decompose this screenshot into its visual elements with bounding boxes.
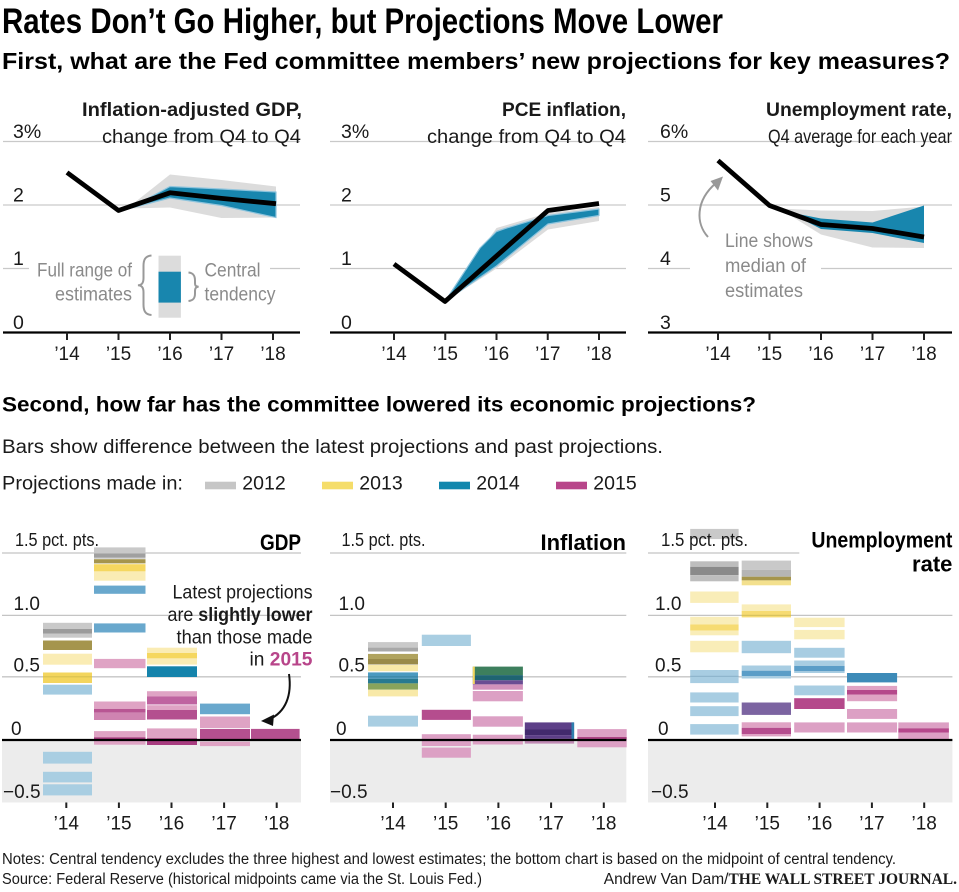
svg-text:’16: ’16 xyxy=(484,344,509,365)
svg-text:in 2015: in 2015 xyxy=(250,649,313,671)
svg-text:’15: ’15 xyxy=(433,344,458,365)
svg-text:−0.5: −0.5 xyxy=(3,782,41,803)
svg-text:’14: ’14 xyxy=(702,814,728,835)
svg-text:0: 0 xyxy=(11,719,22,740)
svg-text:Unemployment: Unemployment xyxy=(811,528,953,553)
svg-text:’18: ’18 xyxy=(586,344,611,365)
svg-text:median of: median of xyxy=(725,255,807,277)
svg-text:Central: Central xyxy=(205,260,261,282)
svg-text:0.5: 0.5 xyxy=(339,656,365,677)
svg-text:Latest projections: Latest projections xyxy=(173,582,313,604)
svg-text:’15: ’15 xyxy=(433,814,458,835)
svg-text:’17: ’17 xyxy=(859,814,884,835)
svg-text:1.5 pct. pts.: 1.5 pct. pts. xyxy=(661,529,748,550)
svg-text:2: 2 xyxy=(341,185,352,207)
svg-text:Andrew Van Dam/THE WALL STREET: Andrew Van Dam/THE WALL STREET JOURNAL. xyxy=(604,871,957,888)
svg-text:’18: ’18 xyxy=(264,814,289,835)
svg-text:3%: 3% xyxy=(13,121,41,143)
svg-text:1.5 pct. pts.: 1.5 pct. pts. xyxy=(15,529,99,550)
svg-text:GDP: GDP xyxy=(260,530,301,555)
svg-text:’15: ’15 xyxy=(755,814,780,835)
svg-text:’15: ’15 xyxy=(757,344,782,365)
svg-text:Bars show difference between t: Bars show difference between the latest … xyxy=(2,437,663,458)
svg-text:’17: ’17 xyxy=(538,814,563,835)
svg-text:−0.5: −0.5 xyxy=(651,782,689,803)
svg-text:6%: 6% xyxy=(660,121,688,143)
svg-text:1.5 pct. pts.: 1.5 pct. pts. xyxy=(342,529,426,550)
svg-text:Line shows: Line shows xyxy=(725,230,813,252)
svg-text:3: 3 xyxy=(660,312,671,334)
svg-text:First, what are the Fed commit: First, what are the Fed committee member… xyxy=(2,48,950,74)
svg-text:Rates Don’t Go Higher, but Pro: Rates Don’t Go Higher, but Projections M… xyxy=(2,1,723,41)
svg-text:estimates: estimates xyxy=(725,280,803,302)
svg-text:’17: ’17 xyxy=(860,344,885,365)
svg-text:Second, how far has the commit: Second, how far has the committee lowere… xyxy=(2,393,756,417)
svg-text:change from Q4 to Q4: change from Q4 to Q4 xyxy=(102,126,301,148)
svg-text:0.5: 0.5 xyxy=(655,656,681,677)
svg-text:2013: 2013 xyxy=(359,473,402,495)
svg-text:’17: ’17 xyxy=(211,814,236,835)
svg-text:estimates: estimates xyxy=(55,284,132,306)
svg-text:’14: ’14 xyxy=(54,344,80,365)
svg-text:change from Q4 to Q4: change from Q4 to Q4 xyxy=(427,126,626,148)
svg-text:’14: ’14 xyxy=(381,344,407,365)
svg-text:2014: 2014 xyxy=(476,473,520,495)
svg-text:’16: ’16 xyxy=(808,344,833,365)
svg-text:’18: ’18 xyxy=(911,344,936,365)
svg-text:2012: 2012 xyxy=(242,473,285,495)
svg-text:’16: ’16 xyxy=(157,344,182,365)
svg-text:5: 5 xyxy=(660,185,671,207)
svg-text:’16: ’16 xyxy=(807,814,832,835)
svg-text:Projections made in:: Projections made in: xyxy=(2,474,183,495)
svg-text:’16: ’16 xyxy=(159,814,184,835)
svg-text:1.0: 1.0 xyxy=(14,594,40,615)
svg-text:Unemployment rate,: Unemployment rate, xyxy=(766,99,952,121)
svg-text:2: 2 xyxy=(13,185,24,207)
svg-text:’15: ’15 xyxy=(106,344,131,365)
svg-text:1: 1 xyxy=(341,248,352,270)
svg-text:’14: ’14 xyxy=(380,814,406,835)
svg-text:0.5: 0.5 xyxy=(14,656,40,677)
svg-text:rate: rate xyxy=(912,552,952,577)
svg-text:are slightly lower: are slightly lower xyxy=(168,604,313,626)
svg-text:Q4 average for each year: Q4 average for each year xyxy=(768,126,952,148)
svg-text:’18: ’18 xyxy=(591,814,616,835)
svg-text:’14: ’14 xyxy=(54,814,80,835)
svg-text:Notes: Central tendency exclud: Notes: Central tendency excludes the thr… xyxy=(2,851,896,868)
svg-text:Inflation: Inflation xyxy=(540,530,626,555)
svg-text:1.0: 1.0 xyxy=(339,594,365,615)
svg-text:Full range of: Full range of xyxy=(37,260,132,282)
svg-text:’18: ’18 xyxy=(260,344,285,365)
svg-text:’16: ’16 xyxy=(486,814,511,835)
svg-text:2015: 2015 xyxy=(593,473,637,495)
svg-text:Inflation-adjusted GDP,: Inflation-adjusted GDP, xyxy=(82,99,302,121)
svg-text:−0.5: −0.5 xyxy=(330,782,368,803)
svg-text:Source: Federal Reserve (histo: Source: Federal Reserve (historical midp… xyxy=(2,871,482,888)
svg-text:than those made: than those made xyxy=(177,627,313,649)
svg-text:0: 0 xyxy=(13,312,24,334)
svg-text:’17: ’17 xyxy=(209,344,234,365)
svg-text:1: 1 xyxy=(13,248,24,270)
svg-text:’17: ’17 xyxy=(535,344,560,365)
svg-text:PCE inflation,: PCE inflation, xyxy=(502,99,626,121)
svg-text:’18: ’18 xyxy=(912,814,937,835)
svg-text:1.0: 1.0 xyxy=(655,594,681,615)
svg-text:0: 0 xyxy=(658,719,669,740)
svg-text:0: 0 xyxy=(341,312,352,334)
svg-text:0: 0 xyxy=(336,719,347,740)
svg-text:4: 4 xyxy=(660,248,671,270)
svg-text:3%: 3% xyxy=(341,121,369,143)
svg-text:tendency: tendency xyxy=(205,284,276,306)
svg-text:’14: ’14 xyxy=(705,344,731,365)
svg-text:’15: ’15 xyxy=(106,814,131,835)
